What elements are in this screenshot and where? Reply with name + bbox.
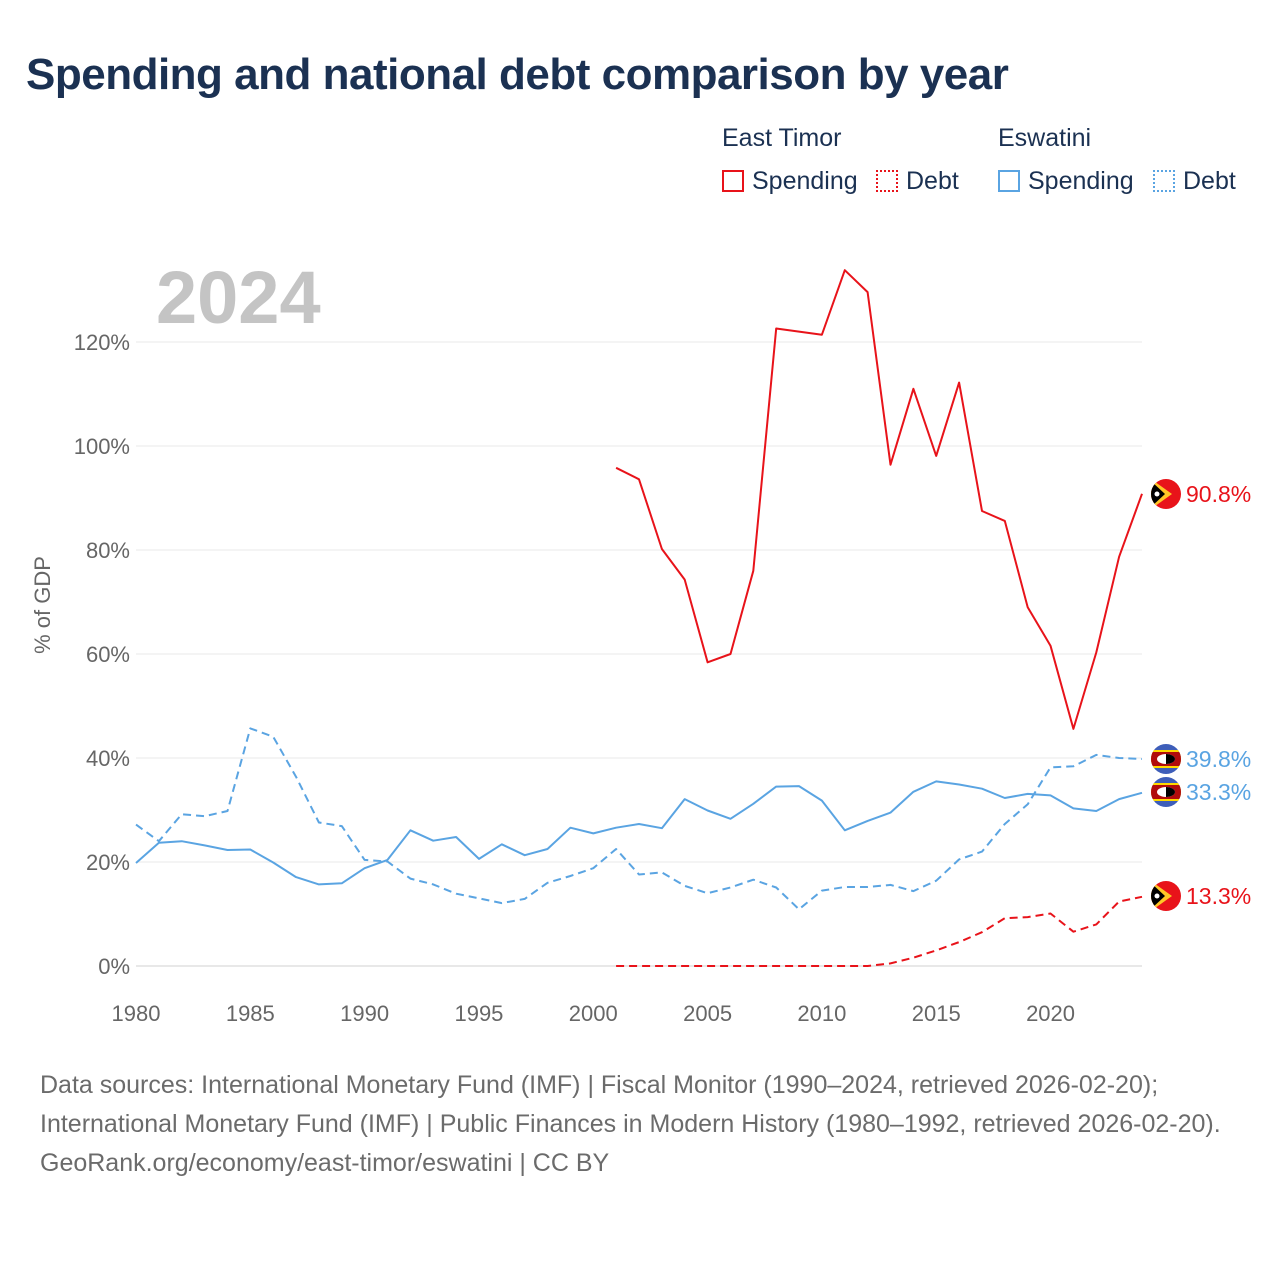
end-label-eswatini-debt: 39.8% [1186, 746, 1251, 772]
series-line-east-timor-debt[interactable] [616, 895, 1143, 967]
end-label-east-timor-spending: 90.8% [1186, 481, 1251, 507]
y-tick-label: 120% [74, 330, 130, 355]
footer: Data sources: International Monetary Fun… [40, 1066, 1240, 1183]
x-tick-label: 2000 [569, 1001, 618, 1026]
eswatini-flag-icon [1151, 777, 1181, 807]
y-tick-label: 40% [86, 746, 130, 771]
legend-label: Debt [1183, 166, 1236, 195]
legend-item-east-timor-spending[interactable]: Spending [722, 166, 858, 196]
y-axis-title: % of GDP [30, 556, 55, 654]
year-label: 2024 [156, 256, 321, 339]
eswatini-flag-icon [1151, 744, 1181, 774]
x-tick-label: 2020 [1026, 1001, 1075, 1026]
x-tick-label: 1995 [454, 1001, 503, 1026]
legend-label: Spending [752, 166, 858, 195]
east-timor-flag-icon [1151, 881, 1181, 911]
x-tick-label: 2005 [683, 1001, 732, 1026]
end-label-east-timor-debt: 13.3% [1186, 883, 1251, 909]
x-tick-label: 1980 [112, 1001, 161, 1026]
east-timor-flag-icon [1151, 479, 1181, 509]
legend-swatch-dotted-red [876, 170, 898, 192]
attribution-link[interactable]: GeoRank.org/economy/east-timor/eswatini … [40, 1149, 610, 1177]
chart-title: Spending and national debt comparison by… [26, 50, 1009, 99]
legend-label: Debt [906, 166, 959, 195]
legend-item-eswatini-spending[interactable]: Spending [998, 166, 1134, 196]
legend-swatch-solid-blue [998, 170, 1020, 192]
legend-group-east-timor: East Timor [722, 124, 842, 152]
line-chart: 0% 20% 40% 60% 80% 100% 120% 1980 1985 1990 1995 20… [30, 256, 1251, 1026]
legend-label: Spending [1028, 166, 1134, 195]
end-label-eswatini-spending: 33.3% [1186, 779, 1251, 805]
data-sources-text: Data sources: International Monetary Fun… [40, 1071, 1221, 1138]
legend-swatch-solid-red [722, 170, 744, 192]
y-tick-label: 100% [74, 434, 130, 459]
x-tick-label: 2010 [797, 1001, 846, 1026]
legend-group-eswatini: Eswatini [998, 124, 1092, 152]
y-tick-label: 80% [86, 538, 130, 563]
y-tick-label: 20% [86, 850, 130, 875]
y-tick-label: 0% [98, 954, 130, 979]
y-tick-label: 60% [86, 642, 130, 667]
legend-item-east-timor-debt[interactable]: Debt [876, 166, 959, 196]
x-tick-label: 1985 [226, 1001, 275, 1026]
series-line-eswatini-debt[interactable] [135, 727, 1143, 911]
series-line-east-timor-spending[interactable] [615, 269, 1143, 730]
x-tick-label: 1990 [340, 1001, 389, 1026]
x-tick-label: 2015 [912, 1001, 961, 1026]
legend-swatch-dotted-blue [1153, 170, 1175, 192]
series-line-eswatini-spending[interactable] [135, 780, 1143, 886]
legend-item-eswatini-debt[interactable]: Debt [1153, 166, 1236, 196]
